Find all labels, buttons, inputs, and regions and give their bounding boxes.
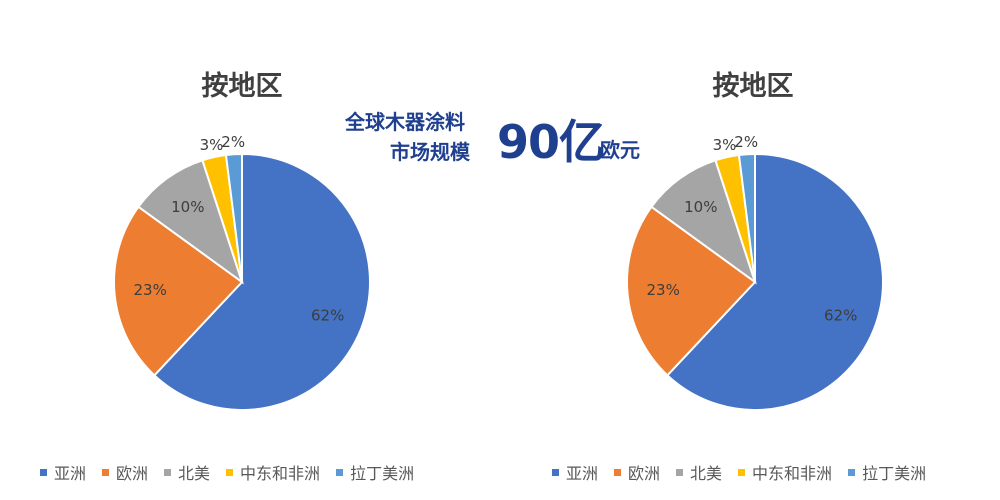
legend-swatch [552, 468, 559, 476]
legend-swatch [848, 468, 856, 476]
slice-label-2: 23% [647, 281, 680, 299]
legend-item: 拉丁美洲 [848, 460, 926, 484]
legend-item: 中东和非洲 [226, 460, 320, 484]
pie-slice-1 [665, 152, 884, 411]
slice-label-5: 2% [221, 133, 245, 151]
pie-slice-2 [626, 205, 757, 377]
legend-label: 拉丁美洲 [350, 464, 415, 483]
legend-item: 亚洲 [40, 460, 86, 484]
legend-label: 北美 [690, 464, 723, 483]
pie-slice-2 [113, 205, 244, 377]
legend-swatch [40, 468, 47, 476]
legend-item: 北美 [164, 460, 210, 484]
pie-slice-3 [650, 158, 757, 285]
headline-line1: 全球木器涂料 [345, 110, 465, 134]
headline-unit: 欧元 [600, 138, 640, 162]
slice-label-2: 23% [134, 281, 167, 299]
legend-right: 亚洲 欧洲 北美 中东和非洲 拉丁美洲 [552, 460, 926, 484]
slice-label-5: 2% [734, 133, 758, 151]
legend-label: 亚洲 [54, 464, 87, 483]
legend-label: 中东和非洲 [240, 464, 321, 483]
legend-item: 亚洲 [552, 460, 598, 484]
legend-swatch [102, 468, 110, 476]
slice-label-3: 10% [684, 198, 717, 216]
pie-chart-left: 62% 23% 10% 3%2% [113, 133, 371, 411]
slice-label-3: 10% [171, 198, 204, 216]
legend-label: 中东和非洲 [752, 464, 833, 483]
chart-title-right: 按地区 [712, 71, 794, 102]
legend-label: 欧洲 [628, 464, 661, 483]
legend-item: 欧洲 [102, 460, 148, 484]
headline-line2: 市场规模 [390, 140, 470, 164]
legend-label: 亚洲 [566, 464, 599, 483]
pie-slice-1 [152, 152, 371, 411]
legend-swatch [676, 468, 684, 476]
pie-chart-right: 62% 23% 10% 3%2% [626, 133, 884, 411]
legend-swatch [164, 468, 172, 476]
legend-swatch [614, 468, 622, 476]
pie-slice-3 [137, 158, 244, 285]
legend-label: 拉丁美洲 [862, 464, 927, 483]
legend-label: 欧洲 [116, 464, 149, 483]
pie-slice-5 [224, 152, 243, 283]
legend-swatch [226, 468, 234, 476]
chart-title-left: 按地区 [201, 71, 283, 102]
pie-slice-5 [737, 152, 756, 283]
legend-left: 亚洲 欧洲 北美 中东和非洲 拉丁美洲 [40, 460, 414, 484]
legend-item: 北美 [676, 460, 722, 484]
legend-item: 欧洲 [614, 460, 660, 484]
slice-label-4: 3% [200, 136, 224, 154]
slice-label-4: 3% [713, 136, 737, 154]
legend-item: 拉丁美洲 [336, 460, 414, 484]
legend-swatch [738, 468, 746, 476]
headline-value: 90亿 [497, 115, 605, 169]
legend-swatch [336, 468, 344, 476]
slice-label-1: 62% [824, 306, 857, 324]
legend-item: 中东和非洲 [738, 460, 832, 484]
slice-label-1: 62% [311, 306, 344, 324]
legend-label: 北美 [178, 464, 211, 483]
